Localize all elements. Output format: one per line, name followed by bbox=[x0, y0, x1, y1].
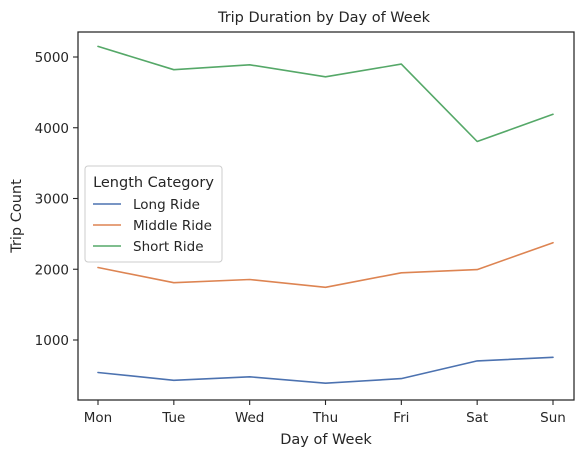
y-axis-title: Trip Count bbox=[9, 179, 25, 254]
legend-title: Length Category bbox=[93, 175, 214, 191]
y-tick-label: 3000 bbox=[35, 192, 69, 208]
legend-label: Short Ride bbox=[133, 239, 204, 255]
legend: Length Category Long Ride Middle Ride Short… bbox=[84, 165, 223, 263]
x-axis: Mon Tue Wed Thu Fri Sat Sun bbox=[84, 400, 566, 426]
y-axis: 1000 2000 3000 4000 5000 bbox=[35, 50, 78, 349]
x-tick-label: Sun bbox=[540, 410, 566, 426]
legend-label: Long Ride bbox=[133, 197, 200, 213]
x-axis-title: Day of Week bbox=[280, 432, 372, 448]
series-line-long-ride bbox=[97, 356, 554, 385]
x-tick-label: Sat bbox=[466, 410, 488, 426]
chart-title: Trip Duration by Day of Week bbox=[217, 10, 431, 26]
y-tick-label: 5000 bbox=[35, 50, 69, 66]
x-tick-label: Fri bbox=[393, 410, 409, 426]
x-tick-label: Wed bbox=[235, 410, 264, 426]
series-layer bbox=[97, 45, 554, 385]
x-tick-label: Tue bbox=[161, 410, 185, 426]
x-tick-label: Thu bbox=[312, 410, 338, 426]
y-tick-label: 2000 bbox=[35, 262, 69, 278]
legend-box bbox=[84, 165, 223, 263]
series-line-middle-ride bbox=[97, 241, 554, 289]
y-tick-label: 4000 bbox=[35, 121, 69, 137]
legend-label: Middle Ride bbox=[133, 218, 212, 234]
series-line-short-ride bbox=[97, 45, 554, 143]
x-tick-label: Mon bbox=[84, 410, 112, 426]
y-tick-label: 1000 bbox=[35, 333, 69, 349]
